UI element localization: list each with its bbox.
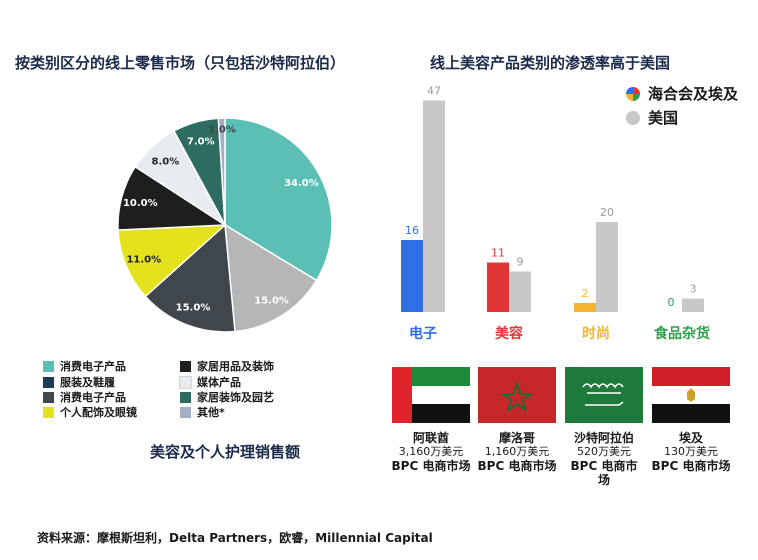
pie-slice — [224, 223, 318, 333]
country-label-morocco: 摩洛哥 1,160万美元 BPC 电商市场 — [471, 431, 563, 473]
bar-chart-title: 线上美容产品类别的渗透率高于美国 — [430, 54, 671, 72]
country-market: BPC 电商市场 — [477, 459, 557, 473]
country-name: 沙特阿拉伯 — [573, 431, 634, 445]
category-label: 时尚 — [582, 325, 610, 342]
bar-value-label: 16 — [405, 224, 419, 237]
legend-swatch — [180, 391, 191, 403]
country-name: 埃及 — [678, 431, 703, 445]
legend-label: 消费电子产品 — [60, 391, 126, 404]
bar-value-label: 2 — [582, 287, 589, 300]
pie-legend-item: 媒体产品 — [179, 374, 241, 390]
legend-swatch — [180, 406, 191, 418]
multicolor-circle-icon — [626, 86, 640, 101]
category-label: 电子 — [409, 325, 437, 342]
legend-swatch — [43, 406, 54, 418]
legend-swatch — [43, 376, 54, 388]
bar-value-label: 20 — [600, 206, 614, 219]
beauty-sales-subtitle: 美容及个人护理销售额 — [150, 443, 301, 461]
bar-chart: 16 47 电子 11 9 美容 2 20 时尚 0 3 食品杂货 — [401, 85, 710, 342]
bar-value-label: 9 — [517, 256, 524, 269]
country-market: BPC 电商市场 — [391, 459, 471, 473]
legend-label: 服装及鞋履 — [60, 376, 115, 389]
pie-legend-item: 其他* — [180, 404, 225, 420]
bar — [423, 100, 445, 312]
gray-circle-icon — [626, 110, 640, 125]
legend-swatch — [180, 360, 191, 372]
pie-slice — [217, 117, 226, 226]
uae-flag — [392, 367, 470, 423]
bar-value-label: 0 — [668, 296, 675, 309]
pie-legend-item: 家居装饰及园艺 — [180, 389, 274, 405]
category-label: 食品杂货 — [654, 325, 710, 342]
pie-slice-label: 15.0% — [254, 295, 289, 306]
country-label-egypt: 埃及 130万美元 BPC 电商市场 — [645, 431, 737, 473]
pie-slice — [144, 223, 236, 333]
legend-swatch — [43, 360, 54, 372]
pie-slice-label: 8.0% — [152, 157, 180, 168]
bar-value-label: 47 — [427, 85, 441, 98]
legend-label: 其他* — [197, 406, 225, 419]
country-value: 520万美元 — [577, 445, 631, 458]
source-note: 资料来源：摩根斯坦利，Delta Partners，欧睿，Millennial … — [37, 531, 433, 545]
country-name: 阿联酋 — [412, 431, 449, 445]
egypt-flag — [652, 367, 730, 423]
pie-legend-item: 个人配饰及眼镜 — [43, 404, 137, 420]
country-market: BPC 电商市场 — [570, 459, 638, 487]
bar — [574, 303, 596, 312]
country-value: 130万美元 — [664, 445, 718, 458]
legend-swatch — [43, 391, 54, 403]
pie-legend-item: 服装及鞋履 — [43, 374, 115, 390]
legend-label: 消费电子产品 — [60, 360, 126, 373]
pie-slice-label: 10.0% — [123, 198, 158, 209]
bar-legend-item: 海合会及埃及 — [626, 83, 738, 104]
bar — [596, 222, 618, 312]
bar — [509, 271, 531, 312]
pie-legend-item: 消费电子产品 — [43, 358, 126, 374]
legend-label: 海合会及埃及 — [648, 85, 739, 103]
pie-slice-label: 7.0% — [187, 137, 215, 148]
legend-label: 个人配饰及眼镜 — [60, 406, 137, 419]
pie-chart-title: 按类别区分的线上零售市场（只包括沙特阿拉伯） — [15, 54, 346, 72]
legend-label: 家居装饰及园艺 — [197, 391, 274, 404]
bar-value-label: 11 — [491, 247, 505, 260]
bar — [487, 262, 509, 312]
country-label-saudi-arabia: 沙特阿拉伯 520万美元 BPC 电商市场 — [558, 431, 650, 487]
pie-legend-item: 家居用品及装饰 — [180, 358, 274, 374]
bar-legend-item: 美国 — [626, 107, 678, 128]
pie-slice — [117, 224, 228, 298]
bar — [682, 298, 704, 312]
country-label-uae: 阿联酋 3,160万美元 BPC 电商市场 — [385, 431, 477, 473]
pie-slice-label: 34.0% — [284, 178, 319, 189]
bar-value-label: 3 — [690, 283, 697, 296]
pie-chart: 34.0% 15.0% 15.0% 11.0% 10.0% 8.0% 7.0%1.0% — [117, 117, 333, 333]
pie-slice-label: 11.0% — [126, 254, 161, 265]
pie-slice-label: 1.0% — [208, 125, 236, 136]
bar — [401, 240, 423, 312]
legend-label: 家居用品及装饰 — [197, 360, 274, 373]
country-value: 3,160万美元 — [398, 445, 464, 458]
category-label: 美容 — [495, 325, 523, 342]
legend-label: 媒体产品 — [197, 376, 241, 389]
legend-swatch — [179, 375, 192, 389]
morocco-flag — [478, 367, 556, 423]
pie-slice-label: 15.0% — [176, 303, 211, 314]
country-name: 摩洛哥 — [498, 431, 535, 445]
country-value: 1,160万美元 — [484, 445, 550, 458]
saudi-arabia-flag — [565, 367, 643, 423]
legend-label: 美国 — [648, 109, 679, 127]
country-market: BPC 电商市场 — [651, 459, 731, 473]
pie-legend-item: 消费电子产品 — [43, 389, 126, 405]
pie-slice — [224, 117, 333, 282]
